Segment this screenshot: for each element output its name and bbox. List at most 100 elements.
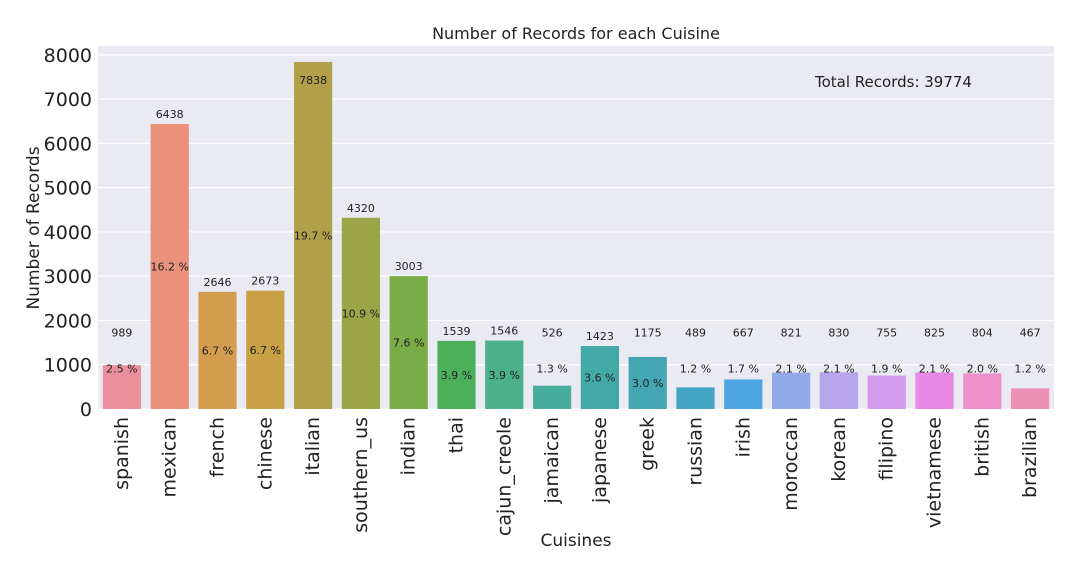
bar-percent-label: 1.2 % bbox=[1014, 363, 1045, 376]
chart-title: Number of Records for each Cuisine bbox=[432, 24, 720, 43]
x-tick-label: irish bbox=[732, 417, 754, 457]
bar-count-label: 1175 bbox=[634, 326, 662, 339]
bar-count-label: 830 bbox=[828, 326, 849, 339]
x-tick-label: mexican bbox=[159, 417, 181, 498]
bar-percent-label: 3.9 % bbox=[441, 369, 472, 382]
bar-percent-label: 1.9 % bbox=[871, 363, 902, 376]
x-tick-label: cajun_creole bbox=[493, 417, 515, 536]
bar-spanish bbox=[102, 365, 142, 409]
x-tick-label: greek bbox=[637, 417, 659, 471]
y-tick-labels: 0 1000 2000 3000 4000 5000 6000 7000 8000 bbox=[44, 45, 92, 421]
x-tick-label: jamaican bbox=[541, 417, 563, 504]
x-tick-label: korean bbox=[828, 417, 850, 482]
bar-percent-label: 2.5 % bbox=[106, 363, 137, 376]
bar-labels: 989 2.5 % 6438 16.2 % 2646 6.7 % 2673 6.7 % 7838… bbox=[106, 74, 1046, 390]
bar-percent-label: 6.7 % bbox=[202, 344, 233, 357]
bar-irish bbox=[724, 379, 763, 409]
y-tick-label: 4000 bbox=[44, 222, 92, 244]
x-tick-label: filipino bbox=[876, 417, 898, 481]
bar-jamaican bbox=[532, 385, 572, 409]
bar-count-label: 4320 bbox=[347, 202, 375, 215]
bar-indian bbox=[389, 276, 428, 409]
bar-percent-label: 6.7 % bbox=[250, 344, 281, 357]
bar-thai bbox=[437, 340, 476, 409]
x-tick-label: russian bbox=[685, 417, 707, 486]
bar-moroccan bbox=[771, 372, 811, 409]
x-tick-label: italian bbox=[302, 417, 324, 476]
y-tick-label: 5000 bbox=[44, 178, 92, 200]
y-tick-label: 1000 bbox=[44, 355, 92, 377]
bar-percent-label: 3.0 % bbox=[632, 377, 663, 390]
y-tick-label: 3000 bbox=[44, 266, 92, 288]
bar-count-label: 6438 bbox=[156, 108, 184, 121]
x-tick-label: moroccan bbox=[780, 417, 802, 511]
bar-russian bbox=[676, 387, 715, 409]
bar-count-label: 489 bbox=[685, 326, 706, 339]
bar-percent-label: 2.1 % bbox=[823, 363, 854, 376]
bar-count-label: 467 bbox=[1020, 326, 1041, 339]
x-tick-label: indian bbox=[398, 417, 420, 475]
y-tick-label: 6000 bbox=[44, 133, 92, 155]
x-tick-label: thai bbox=[446, 417, 468, 453]
bar-count-label: 825 bbox=[924, 326, 945, 339]
bar-korean bbox=[819, 372, 859, 409]
bar-count-label: 1539 bbox=[443, 325, 471, 338]
bar-italian bbox=[293, 62, 333, 410]
bar-count-label: 526 bbox=[542, 326, 563, 339]
bar-filipino bbox=[867, 375, 906, 409]
bar-cajun_creole bbox=[485, 340, 524, 409]
x-tick-label: southern_us bbox=[350, 417, 372, 533]
x-tick-label: french bbox=[207, 417, 229, 477]
bar-southern_us bbox=[341, 217, 381, 409]
bar-percent-label: 19.7 % bbox=[294, 230, 332, 243]
total-records-annotation: Total Records: 39774 bbox=[814, 73, 972, 91]
bar-japanese bbox=[580, 346, 620, 409]
bar-count-label: 2646 bbox=[204, 276, 232, 289]
bar-vietnamese bbox=[915, 372, 954, 409]
x-tick-label: british bbox=[971, 417, 993, 477]
bar-percent-label: 3.6 % bbox=[584, 372, 615, 385]
bar-count-label: 1546 bbox=[490, 325, 518, 338]
bar-greek bbox=[628, 356, 667, 409]
bar-count-label: 1423 bbox=[586, 330, 614, 343]
y-axis-label: Number of Records bbox=[24, 146, 44, 309]
x-tick-labels: spanish mexican french chinese italian southe… bbox=[111, 417, 1041, 536]
bar-count-label: 667 bbox=[733, 326, 754, 339]
bar-percent-label: 7.6 % bbox=[393, 337, 424, 350]
bar-count-label: 755 bbox=[876, 326, 897, 339]
x-tick-label: chinese bbox=[254, 417, 276, 490]
bar-percent-label: 16.2 % bbox=[150, 261, 188, 274]
bar-percent-label: 10.9 % bbox=[342, 307, 380, 320]
bar-percent-label: 1.7 % bbox=[728, 363, 759, 376]
bars bbox=[102, 62, 1050, 410]
bar-percent-label: 1.2 % bbox=[680, 363, 711, 376]
bar-count-label: 2673 bbox=[251, 275, 279, 288]
y-tick-label: 7000 bbox=[44, 89, 92, 111]
y-tick-label: 8000 bbox=[44, 45, 92, 67]
x-tick-label: vietnamese bbox=[924, 417, 946, 528]
bar-french bbox=[198, 291, 237, 409]
x-tick-label: japanese bbox=[589, 417, 611, 504]
bar-count-label: 804 bbox=[972, 326, 993, 339]
bar-percent-label: 2.1 % bbox=[775, 363, 806, 376]
x-tick-label: brazilian bbox=[1019, 417, 1041, 498]
bar-count-label: 821 bbox=[781, 326, 802, 339]
bar-count-label: 989 bbox=[111, 326, 132, 339]
bar-count-label: 7838 bbox=[299, 74, 327, 87]
bar-percent-label: 1.3 % bbox=[536, 363, 567, 376]
bar-british bbox=[963, 373, 1002, 409]
bar-chinese bbox=[246, 290, 285, 409]
y-tick-label: 0 bbox=[80, 399, 92, 421]
y-tick-label: 2000 bbox=[44, 310, 92, 332]
bar-mexican bbox=[150, 124, 189, 409]
x-axis-label: Cuisines bbox=[540, 531, 611, 551]
bar-percent-label: 2.0 % bbox=[967, 363, 998, 376]
bar-percent-label: 3.9 % bbox=[489, 369, 520, 382]
x-tick-label: spanish bbox=[111, 417, 133, 490]
bar-count-label: 3003 bbox=[395, 260, 423, 273]
plot-background bbox=[98, 46, 1054, 409]
bar-brazilian bbox=[1010, 388, 1050, 409]
bar-percent-label: 2.1 % bbox=[919, 363, 950, 376]
